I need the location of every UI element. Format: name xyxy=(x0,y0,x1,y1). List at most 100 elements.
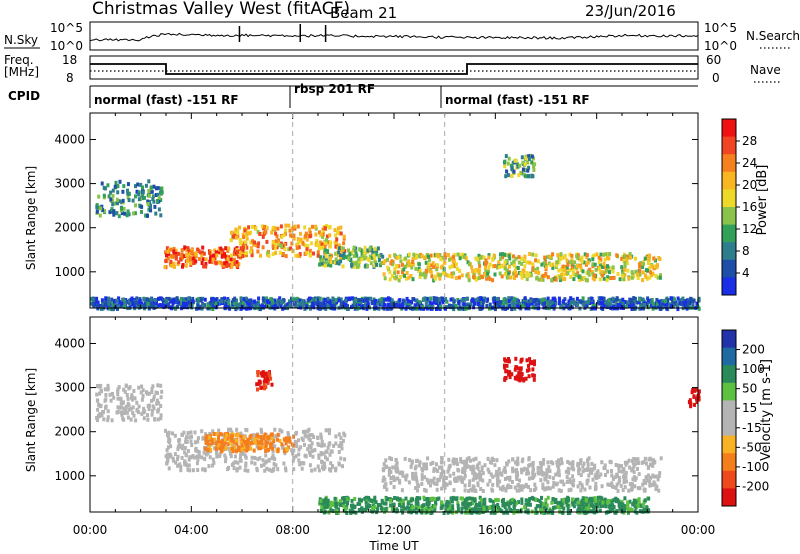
velocity-cell xyxy=(557,469,561,474)
velocity-cell xyxy=(406,501,410,506)
velocity-cell xyxy=(195,454,199,459)
power-cell xyxy=(328,301,332,306)
velocity-cell xyxy=(488,498,492,503)
velocity-cell xyxy=(322,505,326,510)
velocity-cell xyxy=(616,489,620,493)
power-cell xyxy=(333,228,337,233)
velocity-cell xyxy=(193,455,197,460)
velocity-cell xyxy=(487,470,491,475)
velocity-cell xyxy=(189,439,193,444)
power-cell xyxy=(539,300,543,304)
velocity-cell xyxy=(317,455,321,460)
velocity-cell xyxy=(337,444,341,448)
velocity-cell xyxy=(220,446,224,451)
power-cell xyxy=(273,226,277,231)
power-cell xyxy=(154,302,158,306)
velocity-cell xyxy=(456,501,460,506)
power-cell xyxy=(318,262,322,267)
velocity-cell xyxy=(122,387,126,392)
velocity-cell xyxy=(613,497,617,502)
velocity-cell xyxy=(250,460,254,465)
velocity-cell xyxy=(495,470,499,474)
velocity-cell xyxy=(466,502,469,507)
freq-tick-high-left: 18 xyxy=(62,53,77,67)
power-cell xyxy=(366,257,370,262)
velocity-cell xyxy=(528,357,532,362)
velocity-cell xyxy=(507,357,510,361)
power-cell xyxy=(486,297,490,302)
power-cell xyxy=(355,260,359,265)
power-cell xyxy=(327,262,330,267)
velocity-cell xyxy=(128,385,132,390)
power-cell xyxy=(450,271,454,276)
velocity-cell xyxy=(488,478,492,483)
velocity-cell xyxy=(303,453,307,458)
velocity-cell xyxy=(491,474,495,479)
power-cell xyxy=(342,246,345,251)
velocity-cell xyxy=(436,469,440,473)
velocity-cell xyxy=(328,428,332,433)
power-cell xyxy=(200,250,204,255)
velocity-cell xyxy=(542,502,546,506)
power-cell xyxy=(524,167,528,172)
power-cell xyxy=(269,301,273,306)
velocity-cell xyxy=(543,477,547,482)
power-cell xyxy=(502,302,506,307)
velocity-cell xyxy=(519,467,523,472)
velocity-cell xyxy=(440,472,444,477)
velocity-cell xyxy=(541,482,545,487)
power-cell xyxy=(216,260,220,265)
velocity-cell xyxy=(273,457,277,461)
power-cell xyxy=(407,252,411,257)
power-cell xyxy=(602,298,606,303)
velocity-cell xyxy=(320,439,324,444)
velocity-cell xyxy=(423,475,427,480)
power-cell xyxy=(372,301,376,306)
power-cell xyxy=(476,268,480,273)
velocity-cell xyxy=(495,458,499,463)
velocity-cell xyxy=(368,504,372,508)
power-cell xyxy=(557,301,561,306)
power-cell xyxy=(418,272,422,277)
power-cell xyxy=(530,301,534,306)
power-cell xyxy=(274,231,278,236)
power-cell xyxy=(443,255,447,260)
power-cell xyxy=(386,303,390,308)
power-cell xyxy=(544,265,548,270)
velocity-cell xyxy=(644,461,648,466)
power-cell xyxy=(398,275,402,279)
power-cell xyxy=(445,305,449,309)
power-cell xyxy=(551,265,555,270)
velocity-cell xyxy=(311,454,315,459)
power-cell xyxy=(360,305,364,310)
power-cell xyxy=(559,252,563,257)
velocity-cell xyxy=(316,464,320,469)
velocity-cell xyxy=(373,495,377,500)
velocity-cell xyxy=(320,452,324,457)
velocity-cell xyxy=(472,507,476,512)
power-cell xyxy=(510,296,514,301)
power-cell xyxy=(346,304,349,309)
power-cell xyxy=(497,265,501,270)
power-cell xyxy=(140,301,144,306)
power-cell xyxy=(114,180,118,185)
velocity-cell xyxy=(176,457,179,462)
velocity-cell xyxy=(310,441,314,446)
power-cell xyxy=(235,235,238,240)
power-cell xyxy=(363,250,367,255)
velocity-cell xyxy=(690,390,694,395)
power-cell xyxy=(134,300,138,305)
velocity-cell xyxy=(496,483,500,488)
power-cell xyxy=(521,270,525,275)
velocity-cell xyxy=(331,464,334,469)
power-cell xyxy=(467,303,470,308)
power-cell xyxy=(128,298,131,303)
velocity-cell xyxy=(404,477,408,482)
power-cell xyxy=(331,296,335,301)
velocity-cell xyxy=(550,500,554,505)
power-cell xyxy=(374,252,378,257)
velocity-cell xyxy=(404,496,408,501)
power-cell xyxy=(226,249,230,253)
velocity-cell xyxy=(515,475,518,480)
